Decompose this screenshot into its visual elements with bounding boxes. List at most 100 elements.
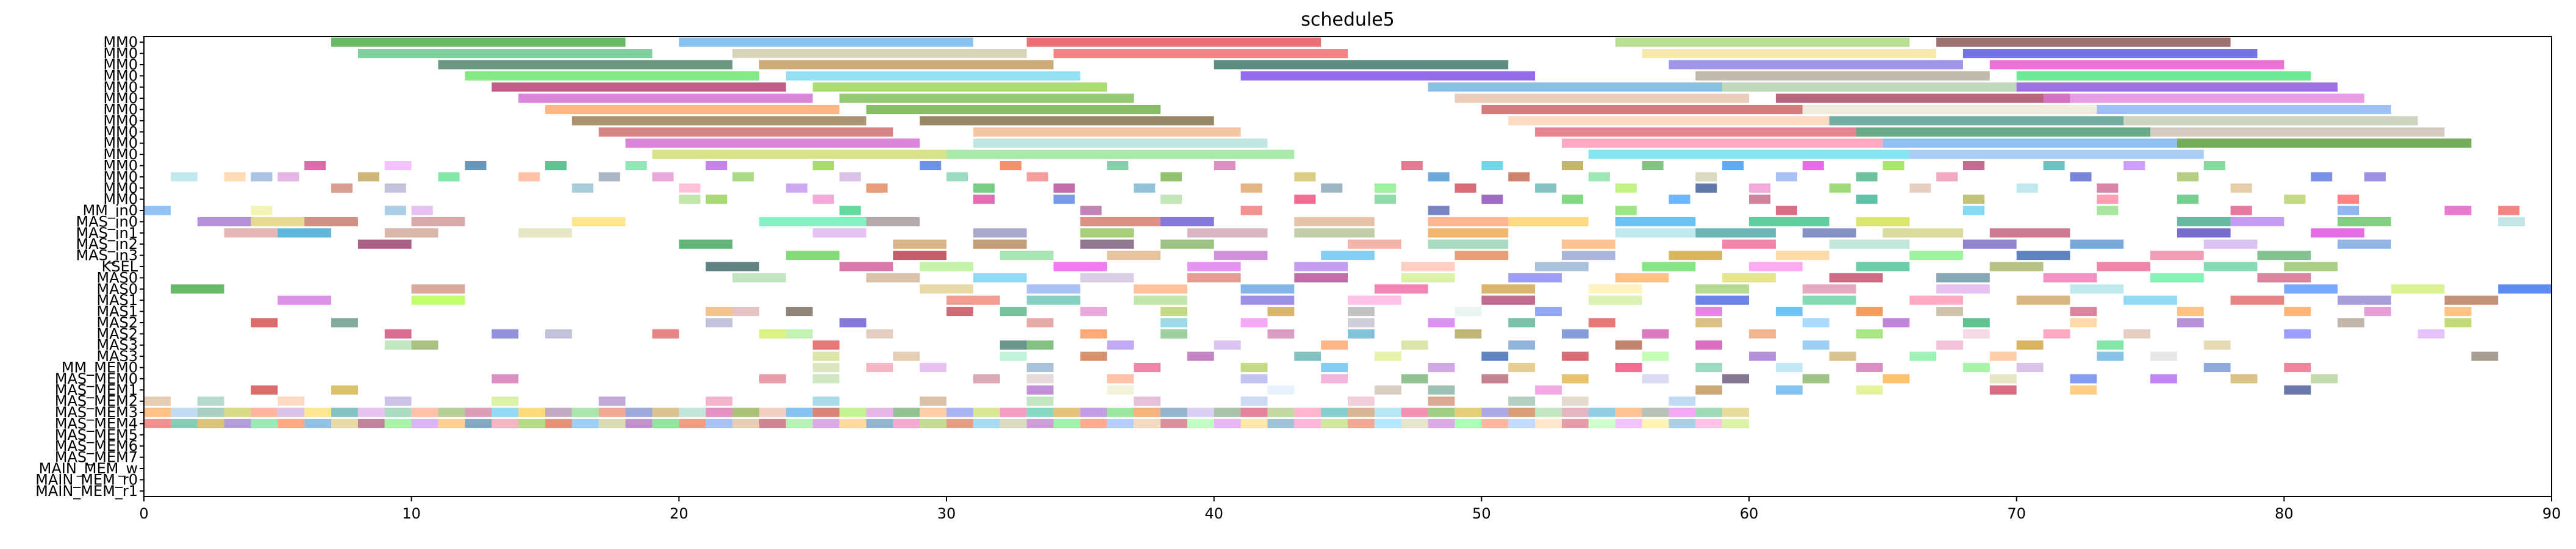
- gantt-bar: [920, 116, 1214, 126]
- gantt-bar: [598, 172, 620, 182]
- gantt-bar: [411, 340, 438, 350]
- gantt-bar: [652, 172, 674, 182]
- gantt-bar: [2203, 160, 2225, 171]
- gantt-bar: [1000, 340, 1027, 350]
- gantt-bar: [812, 418, 840, 429]
- gantt-bar: [866, 217, 920, 226]
- gantt-bar: [1053, 195, 1075, 204]
- gantt-bar: [2311, 172, 2333, 182]
- gantt-bar: [331, 183, 353, 193]
- gantt-bar: [893, 239, 946, 249]
- gantt-bar: [1321, 407, 1348, 417]
- gantt-bar: [1240, 396, 1268, 406]
- gantt-bar: [411, 407, 438, 417]
- gantt-bar: [2150, 273, 2204, 282]
- gantt-bar: [1107, 418, 1134, 429]
- gantt-bar: [1535, 418, 1562, 429]
- gantt-bar: [2177, 172, 2199, 182]
- gantt-bar: [2284, 307, 2311, 317]
- gantt-bar: [785, 251, 840, 260]
- gantt-bar: [1321, 251, 1375, 260]
- gantt-bar: [411, 295, 465, 305]
- y-tick-label: MAS0: [96, 269, 138, 286]
- gantt-bar: [1481, 195, 1503, 204]
- gantt-bar: [973, 228, 1027, 238]
- gantt-bar: [1294, 228, 1375, 238]
- gantt-bar: [839, 407, 867, 417]
- gantt-bar: [1909, 351, 1937, 361]
- gantt-bar: [1615, 407, 1642, 417]
- gantt-bar: [2070, 307, 2097, 317]
- gantt-bar: [1508, 340, 1536, 350]
- gantt-bar: [545, 418, 572, 429]
- gantt-bar: [251, 172, 273, 182]
- gantt-bar: [170, 418, 198, 429]
- gantt-bar: [277, 418, 305, 429]
- gantt-bar: [679, 183, 701, 193]
- gantt-bar: [1962, 206, 1985, 215]
- gantt-bar: [1615, 228, 1696, 238]
- gantt-bar: [1481, 418, 1509, 429]
- gantt-bar: [2230, 206, 2252, 215]
- gantt-bar: [277, 228, 332, 238]
- gantt-bar: [1294, 172, 1316, 182]
- gantt-bar: [2043, 273, 2097, 282]
- gantt-bar: [1588, 149, 1910, 159]
- gantt-bar: [1214, 418, 1241, 429]
- x-tick-label: 90: [2542, 505, 2561, 522]
- gantt-bar: [759, 60, 1054, 70]
- gantt-bar: [1962, 362, 1990, 373]
- gantt-bar: [1749, 195, 1771, 204]
- gantt-bar: [2123, 329, 2150, 339]
- gantt-bar: [224, 418, 251, 429]
- gantt-bar: [1134, 418, 1161, 429]
- gantt-bar: [197, 396, 224, 406]
- gantt-bar: [706, 407, 733, 417]
- x-tick-label: 20: [670, 505, 689, 522]
- gantt-bar: [357, 172, 380, 182]
- gantt-bar: [706, 262, 759, 271]
- gantt-bar: [2097, 340, 2124, 350]
- gantt-bar: [2203, 239, 2258, 249]
- gantt-bar: [625, 138, 920, 148]
- y-tick-label: MAS_MEM7: [55, 449, 138, 466]
- gantt-bar: [1080, 239, 1134, 249]
- gantt-bar: [1321, 418, 1348, 429]
- gantt-bar: [331, 407, 358, 417]
- gantt-bar: [598, 396, 626, 406]
- gantt-bar: [1134, 183, 1156, 193]
- gantt-bar: [545, 407, 572, 417]
- gantt-bar: [732, 307, 759, 317]
- gantt-bar: [1401, 340, 1428, 350]
- gantt-bar: [1508, 396, 1536, 406]
- gantt-bar: [706, 307, 733, 317]
- gantt-bar: [1160, 217, 1214, 226]
- gantt-bar: [1936, 37, 2231, 47]
- gantt-bar: [438, 172, 460, 182]
- gantt-bar: [1428, 418, 1455, 429]
- gantt-bar: [357, 418, 385, 429]
- gantt-bar: [839, 262, 893, 271]
- gantt-bar: [2498, 217, 2525, 226]
- gantt-bar: [1240, 183, 1262, 193]
- gantt-bar: [1775, 206, 1797, 215]
- gantt-bar: [1642, 329, 1669, 339]
- gantt-bar: [1000, 418, 1027, 429]
- gantt-bar: [1160, 418, 1187, 429]
- gantt-bar: [1856, 329, 1883, 339]
- gantt-bar: [1214, 407, 1241, 417]
- y-tick-label: MM0: [103, 67, 138, 84]
- gantt-bar: [2070, 284, 2124, 294]
- gantt-bar: [598, 407, 626, 417]
- gantt-bar: [2097, 351, 2124, 361]
- gantt-bar: [1561, 329, 1589, 339]
- gantt-bar: [384, 396, 412, 406]
- gantt-bar: [1107, 374, 1134, 384]
- y-tick-label: MAS1: [96, 303, 138, 320]
- gantt-bar: [2150, 127, 2445, 137]
- gantt-bar: [946, 295, 1000, 305]
- gantt-bar: [812, 374, 840, 384]
- gantt-bar: [571, 418, 599, 429]
- gantt-bar: [1080, 351, 1107, 361]
- gantt-bar: [518, 418, 545, 429]
